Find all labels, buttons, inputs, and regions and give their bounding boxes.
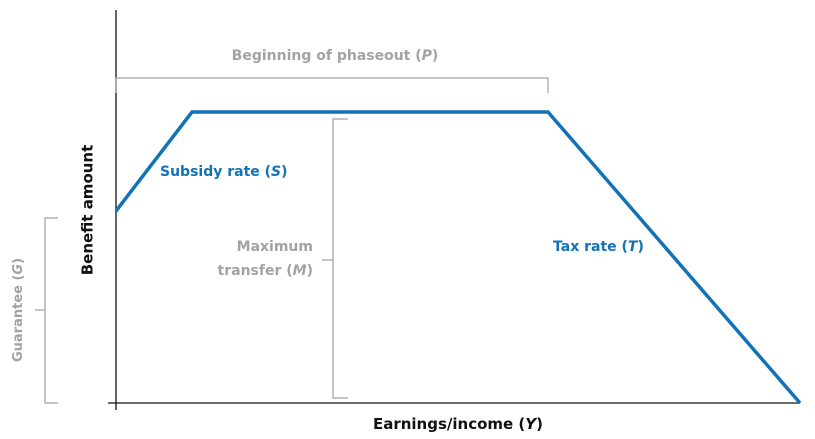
label-part: )	[11, 258, 26, 264]
label-part: transfer (	[218, 263, 293, 279]
max-transfer-label: transfer (M)	[218, 263, 313, 279]
subsidy-label: Subsidy rate (S)	[160, 164, 288, 180]
label-part: Guarantee (	[11, 275, 26, 362]
y-axis-label: Benefit amount	[79, 145, 97, 276]
label-part: Subsidy rate (	[160, 164, 271, 180]
label-part: P	[422, 48, 433, 64]
label-part: G	[11, 264, 26, 275]
phaseout-label: Beginning of phaseout (P)	[232, 48, 439, 64]
label-part: T	[628, 239, 639, 255]
label-part: Beginning of phaseout (	[232, 48, 422, 64]
guarantee-bracket	[44, 217, 58, 404]
x-axis-label: Earnings/income (Y)	[373, 415, 543, 433]
label-part: Earnings/income (	[373, 415, 525, 433]
label-part: )	[536, 415, 543, 433]
max-transfer-label: Maximum	[237, 239, 313, 255]
phaseout-bracket	[115, 77, 549, 93]
benefit-schedule	[114, 110, 802, 405]
label-part: S	[271, 164, 281, 180]
label-part: )	[281, 164, 287, 180]
label-part: Tax rate (	[553, 239, 628, 255]
label-part: Y	[525, 415, 538, 433]
label-part: )	[307, 263, 313, 279]
label-part: )	[432, 48, 438, 64]
max-transfer-bracket	[332, 118, 348, 399]
guarantee-label: Guarantee (G)	[11, 258, 26, 362]
tax-label: Tax rate (T)	[553, 239, 644, 255]
label-part: )	[637, 239, 643, 255]
label-part: M	[293, 263, 307, 279]
